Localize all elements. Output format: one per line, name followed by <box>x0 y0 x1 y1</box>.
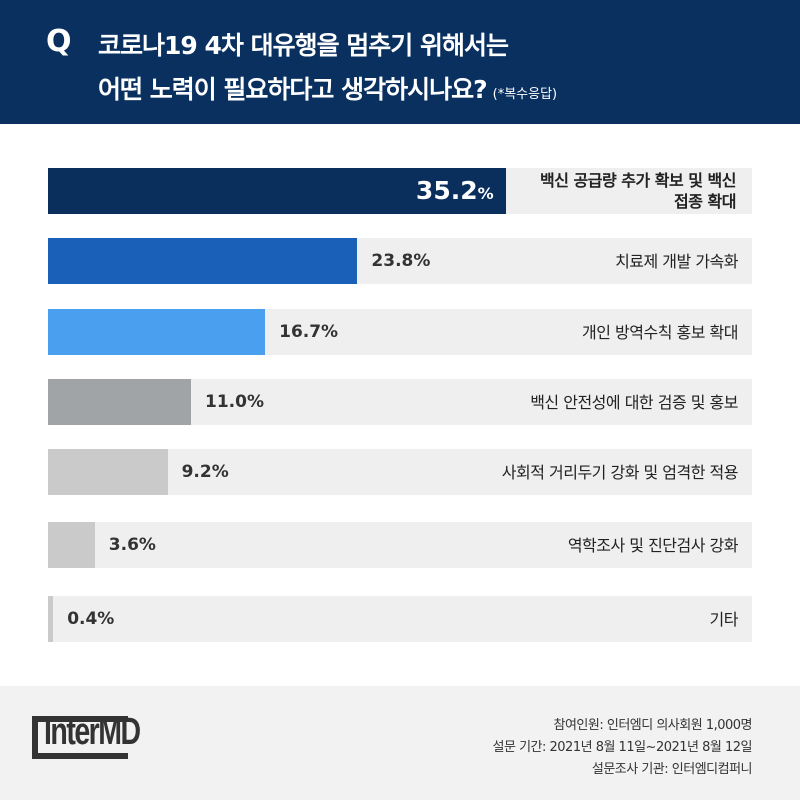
value-label: 16.7% <box>279 322 339 342</box>
title-line-1: 코로나19 4차 대유행을 멈추기 위해서는 <box>98 31 509 60</box>
bar <box>48 168 506 214</box>
participants-text: 참여인원: 인터엠디 의사회원 1,000명 <box>553 718 753 733</box>
bar <box>48 449 168 495</box>
intermd-logo <box>32 716 128 759</box>
bar <box>48 596 54 642</box>
category-label: 백신 안전성에 대한 검증 및 홍보 <box>530 392 738 412</box>
bar-row: 23.8% 치료제 개발 가속화 <box>48 238 752 284</box>
value-label: 9.2% <box>181 462 229 482</box>
value-label: 3.6% <box>108 535 156 555</box>
bar-row: 16.7% 개인 방역수칙 홍보 확대 <box>48 309 752 355</box>
multiple-response-note: (*복수응답) <box>492 87 558 102</box>
bar-row: 9.2% 사회적 거리두기 강화 및 엄격한 적용 <box>48 449 752 495</box>
value-label: 0.4% <box>67 609 115 629</box>
value-label: 11.0% <box>205 392 264 412</box>
category-label: 기타 <box>709 609 739 629</box>
category-label: 백신 공급량 추가 확보 및 백신 접종 확대 <box>540 171 737 211</box>
bar-row: 35.2% 백신 공급량 추가 확보 및 백신 접종 확대 <box>48 168 752 214</box>
survey-agency-text: 설문조사 기관: 인터엠디컴퍼니 <box>591 762 753 777</box>
survey-period-text: 설문 기간: 2021년 8월 11일~2021년 8월 12일 <box>492 740 753 755</box>
bar <box>48 309 266 355</box>
value-label: 35.2% <box>416 168 494 217</box>
title-line-2: 어떤 노력이 필요하다고 생각하시나요? (*복수응답) <box>98 70 557 106</box>
footer: InterMD 참여인원: 인터엠디 의사회원 1,000명 설문 기간: 20… <box>0 686 800 800</box>
bar-row: 0.4% 기타 <box>48 596 752 642</box>
category-label: 사회적 거리두기 강화 및 엄격한 적용 <box>501 462 739 482</box>
category-label: 역학조사 및 진단검사 강화 <box>567 535 739 555</box>
percent-sign: % <box>477 184 494 203</box>
header: Q 코로나19 4차 대유행을 멈추기 위해서는 어떤 노력이 필요하다고 생각… <box>0 0 800 124</box>
bar-row: 3.6% 역학조사 및 진단검사 강화 <box>48 522 752 568</box>
title-text: 어떤 노력이 필요하다고 생각하시나요? <box>98 75 488 104</box>
bar-row: 11.0% 백신 안전성에 대한 검증 및 홍보 <box>48 379 752 425</box>
bar <box>48 238 358 284</box>
value-number: 35.2 <box>415 176 478 205</box>
logo-text: InterMD <box>44 711 141 753</box>
question-mark-icon: Q <box>46 24 72 59</box>
bar <box>48 522 95 568</box>
value-label: 23.8% <box>371 251 431 271</box>
category-label: 개인 방역수칙 홍보 확대 <box>582 322 738 342</box>
bar <box>48 379 191 425</box>
category-label: 치료제 개발 가속화 <box>615 251 738 271</box>
